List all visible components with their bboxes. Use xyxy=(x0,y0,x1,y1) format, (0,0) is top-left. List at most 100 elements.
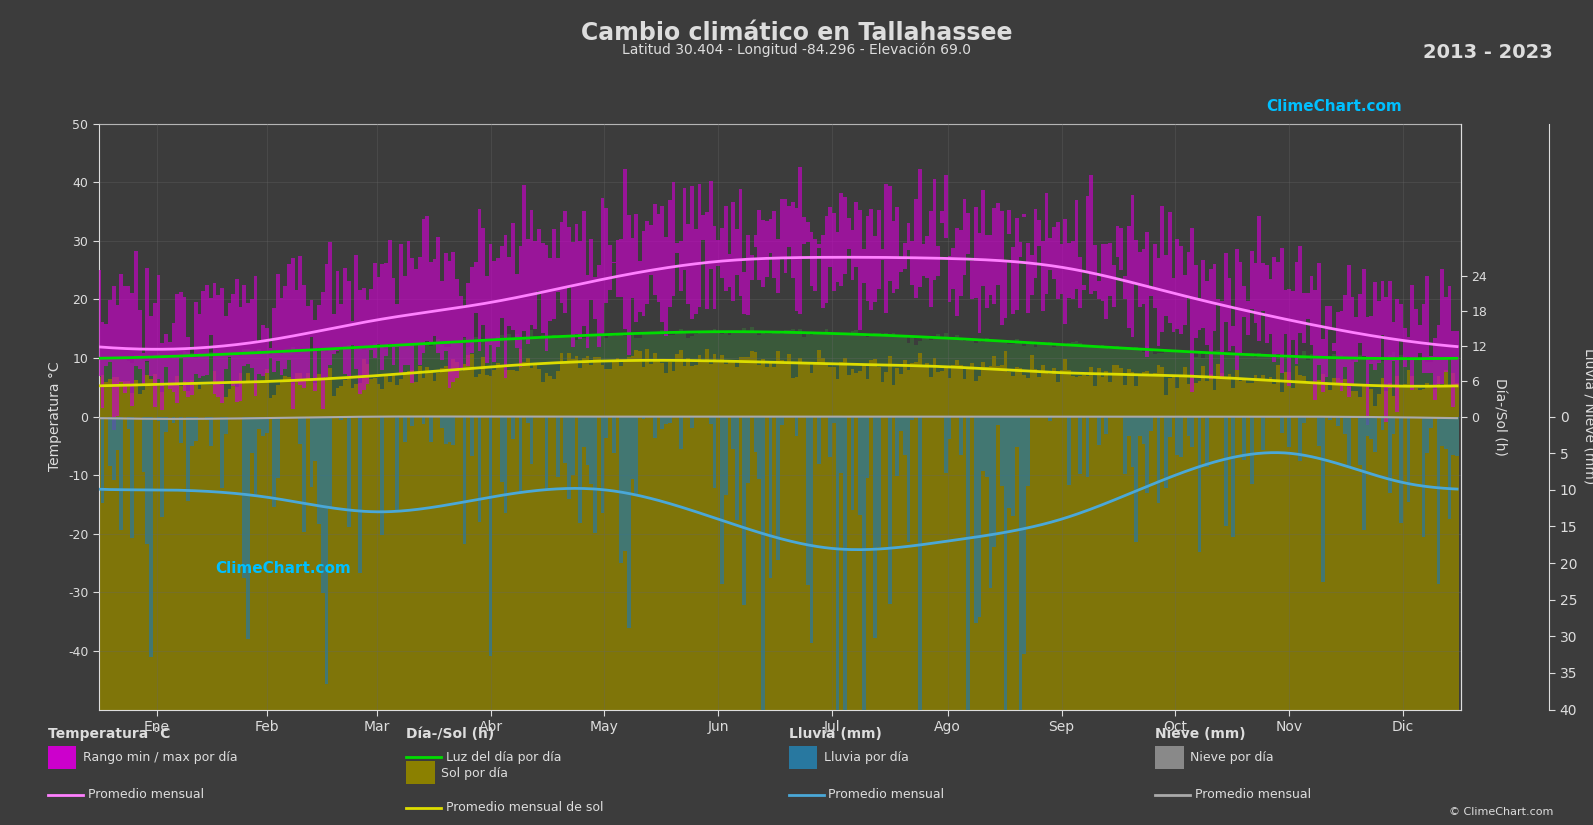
Bar xyxy=(342,346,347,380)
Bar xyxy=(746,333,750,357)
Bar xyxy=(350,346,354,388)
Bar xyxy=(1029,342,1034,355)
Bar xyxy=(981,417,984,471)
Bar xyxy=(642,367,645,710)
Bar xyxy=(615,358,620,710)
Bar xyxy=(1190,229,1195,392)
Bar xyxy=(664,417,667,424)
Bar xyxy=(1365,386,1370,710)
Bar xyxy=(1351,298,1354,384)
Bar xyxy=(959,338,962,365)
Bar xyxy=(217,384,220,710)
Bar xyxy=(1437,325,1440,384)
Bar xyxy=(526,417,530,423)
Bar xyxy=(495,336,500,363)
Bar xyxy=(956,335,959,361)
Bar xyxy=(1239,262,1243,354)
Bar xyxy=(1421,304,1426,373)
Bar xyxy=(425,367,429,710)
Bar xyxy=(967,339,970,369)
Bar xyxy=(984,367,989,710)
Bar xyxy=(1421,417,1426,538)
Bar xyxy=(734,417,739,521)
Bar xyxy=(384,375,389,710)
Bar xyxy=(892,332,895,384)
Bar xyxy=(258,382,261,710)
Bar xyxy=(761,417,765,771)
Bar xyxy=(1078,257,1082,308)
Bar xyxy=(1309,354,1313,384)
Bar xyxy=(1268,357,1273,377)
Bar xyxy=(887,417,892,604)
Bar xyxy=(1399,304,1403,341)
Bar xyxy=(806,361,809,710)
Bar xyxy=(859,210,862,330)
Bar xyxy=(581,417,586,446)
Bar xyxy=(339,304,342,348)
Bar xyxy=(1078,376,1082,710)
Bar xyxy=(358,290,362,394)
Bar xyxy=(895,207,898,290)
Bar xyxy=(951,365,956,710)
Bar xyxy=(1298,375,1301,710)
Bar xyxy=(545,417,548,490)
Point xyxy=(397,803,416,813)
Bar xyxy=(865,380,870,710)
Bar xyxy=(183,381,186,710)
Bar xyxy=(1290,388,1295,710)
Bar xyxy=(298,256,303,384)
Bar xyxy=(433,381,436,710)
Bar xyxy=(456,342,459,362)
Bar xyxy=(190,380,194,710)
Bar xyxy=(1082,285,1086,290)
Bar xyxy=(575,224,578,333)
Bar xyxy=(209,298,212,335)
Bar xyxy=(317,417,320,524)
Bar xyxy=(1243,356,1246,380)
Bar xyxy=(190,353,194,380)
Bar xyxy=(1239,381,1243,710)
Bar xyxy=(139,310,142,369)
Bar xyxy=(918,341,922,353)
Bar xyxy=(1313,290,1317,400)
Bar xyxy=(1257,353,1262,378)
Bar xyxy=(1370,389,1373,710)
Bar xyxy=(1395,299,1399,412)
Bar xyxy=(212,353,217,370)
Bar xyxy=(620,417,623,563)
Bar xyxy=(1321,357,1324,374)
Bar xyxy=(1429,387,1432,710)
Bar xyxy=(362,359,365,710)
Bar xyxy=(1160,366,1164,710)
Bar xyxy=(183,297,186,390)
Bar xyxy=(1317,417,1321,446)
Bar xyxy=(1064,219,1067,323)
Bar xyxy=(500,417,503,482)
Bar xyxy=(828,367,832,710)
Bar xyxy=(325,379,328,710)
Bar xyxy=(1086,346,1090,376)
Bar xyxy=(131,293,134,406)
Bar xyxy=(451,252,456,382)
Bar xyxy=(495,363,500,710)
Bar xyxy=(1332,342,1337,351)
Bar xyxy=(1026,342,1029,379)
Bar xyxy=(1104,371,1109,710)
Bar xyxy=(1418,325,1421,353)
Bar xyxy=(564,337,567,363)
Bar xyxy=(959,365,962,710)
Bar xyxy=(634,338,637,350)
Bar xyxy=(350,321,354,345)
Bar xyxy=(537,339,542,369)
Bar xyxy=(825,362,828,710)
Bar xyxy=(1343,380,1348,710)
Bar xyxy=(320,417,325,593)
Bar xyxy=(761,219,765,286)
Bar xyxy=(973,381,978,710)
Bar xyxy=(798,357,803,710)
Bar xyxy=(1195,265,1198,338)
Bar xyxy=(1142,417,1145,444)
Bar xyxy=(108,417,112,466)
Bar xyxy=(548,376,553,710)
Bar xyxy=(164,417,167,432)
